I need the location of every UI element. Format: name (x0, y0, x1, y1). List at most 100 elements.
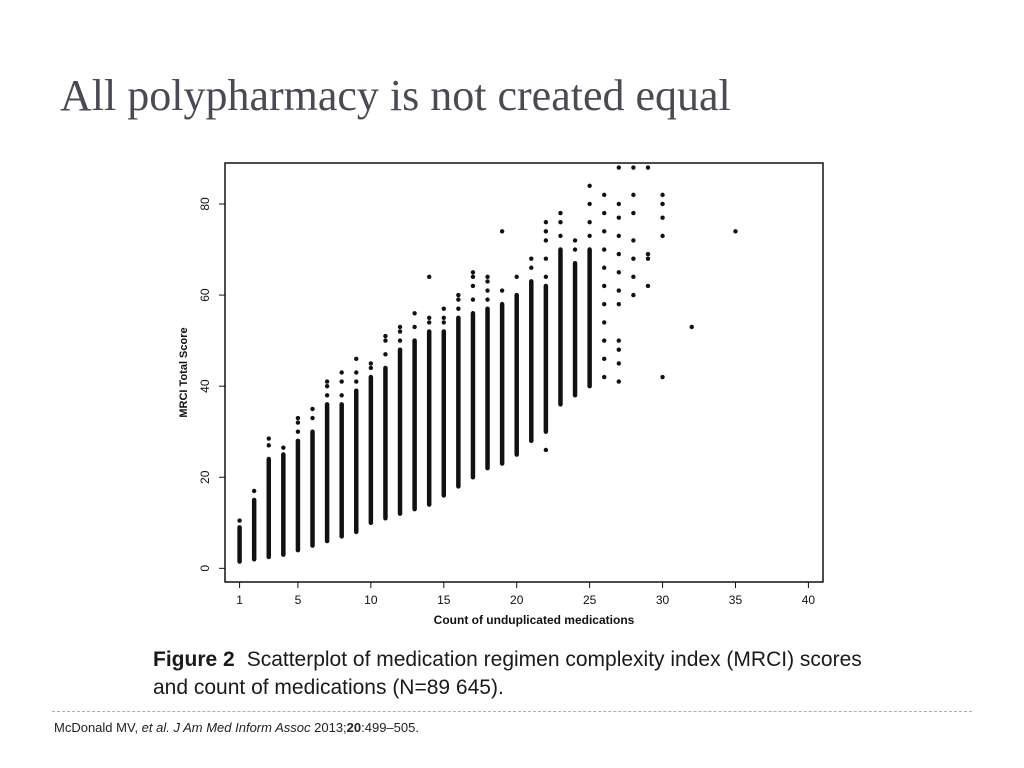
outlier-point-17-1 (470, 283, 476, 289)
data-point-3 (602, 320, 607, 325)
outlier-point-10-1 (368, 361, 374, 366)
x-tick-label-30: 30 (656, 593, 670, 607)
data-point-31 (645, 256, 651, 261)
data-point-4 (602, 301, 607, 307)
data-point-25 (631, 256, 636, 261)
outlier-point-11-2 (383, 333, 388, 339)
outlier-point-21-0 (529, 265, 534, 270)
outlier-point-7-2 (324, 379, 330, 384)
data-point-40 (733, 229, 738, 234)
data-point-28 (631, 192, 636, 198)
outlier-point-17-0 (470, 297, 476, 302)
data-point-30 (645, 283, 651, 289)
outlier-point-22-5 (543, 220, 549, 225)
outlier-point-22-4 (543, 229, 549, 234)
x-tick-label-40: 40 (802, 593, 816, 607)
data-point-14 (616, 338, 622, 343)
outlier-point-5-1 (295, 420, 301, 425)
outlier-point-6-0 (310, 415, 315, 421)
data-point-8 (602, 229, 607, 234)
data-point-20 (616, 215, 622, 220)
data-point-23 (631, 292, 636, 298)
data-point-24 (631, 274, 636, 280)
y-axis-label: MRCI Total Score (178, 327, 190, 417)
citation: McDonald MV, et al. J Am Med Inform Asso… (54, 720, 419, 735)
citation-journal: J Am Med Inform Assoc (173, 720, 311, 735)
data-point-0 (602, 374, 607, 380)
outlier-point-25-0 (587, 233, 592, 239)
outlier-point-7-0 (324, 393, 330, 398)
outlier-point-8-1 (339, 379, 344, 384)
outlier-point-12-1 (397, 329, 403, 334)
data-point-2 (602, 338, 607, 343)
outlier-point-22-1 (543, 274, 549, 280)
outlier-point-22-0 (543, 447, 549, 453)
outlier-point-4-0 (281, 445, 286, 450)
outlier-point-18-3 (485, 274, 490, 280)
outlier-point-15-2 (441, 306, 446, 311)
outlier-point-16-1 (456, 297, 461, 302)
outlier-point-25-3 (587, 183, 592, 188)
outlier-point-22-3 (543, 238, 549, 243)
outlier-point-6-1 (310, 406, 315, 412)
outlier-point-24-1 (572, 238, 578, 243)
citation-volume: 20 (346, 720, 362, 735)
data-point-6 (602, 265, 607, 270)
data-point-35 (660, 233, 665, 239)
y-tick-label-40: 40 (198, 379, 212, 393)
figure-caption: Figure 2 Scatterplot of medication regime… (153, 646, 873, 702)
outlier-point-10-0 (368, 365, 374, 371)
outlier-point-15-1 (441, 315, 446, 321)
data-point-19 (616, 233, 622, 239)
outlier-point-8-0 (339, 393, 344, 398)
outlier-point-21-1 (529, 256, 534, 261)
outlier-point-8-2 (339, 370, 344, 375)
y-tick-label-0: 0 (198, 565, 212, 572)
outlier-point-11-0 (383, 352, 388, 357)
outlier-point-12-2 (397, 324, 403, 330)
x-tick-label-20: 20 (510, 593, 524, 607)
outlier-point-23-2 (558, 210, 563, 216)
outlier-point-17-2 (470, 274, 476, 280)
outlier-point-16-0 (456, 306, 461, 311)
outlier-point-18-1 (485, 288, 490, 293)
y-axis-ticks: 0 20 40 60 80 (198, 197, 225, 572)
data-point-37 (660, 201, 665, 207)
y-tick-label-20: 20 (198, 470, 212, 484)
outlier-point-18-2 (485, 279, 490, 284)
data-point-21 (616, 201, 622, 207)
slide-title: All polypharmacy is not created equal (60, 71, 731, 120)
outlier-point-11-1 (383, 338, 388, 343)
data-point-13 (616, 347, 622, 352)
citation-etal: et al. (141, 720, 170, 735)
x-tick-label-35: 35 (729, 593, 743, 607)
outlier-point-3-0 (266, 443, 271, 448)
y-tick-label-60: 60 (198, 288, 212, 302)
outlier-point-16-2 (456, 292, 461, 298)
data-point-29 (631, 165, 636, 170)
data-point-34 (660, 374, 665, 380)
outlier-point-7-1 (324, 383, 330, 389)
x-tick-label-15: 15 (437, 593, 451, 607)
data-point-38 (660, 192, 665, 198)
figure-caption-text: Scatterplot of medication regimen comple… (153, 648, 862, 699)
outlier-point-13-0 (412, 324, 417, 330)
citation-year: 2013; (314, 720, 347, 735)
outlier-point-5-2 (295, 415, 301, 421)
data-point-10 (602, 192, 607, 198)
scatter-points (237, 165, 738, 523)
citation-pages: :499–505. (361, 720, 419, 735)
data-point-7 (602, 247, 607, 252)
outlier-point-17-3 (470, 270, 476, 275)
y-tick-label-80: 80 (198, 197, 212, 211)
x-axis-label: Count of unduplicated medications (434, 613, 635, 627)
plot-frame (224, 162, 824, 583)
column-bands (237, 247, 592, 564)
data-point-27 (631, 210, 636, 216)
outlier-point-1-0 (237, 518, 242, 523)
data-point-33 (645, 165, 651, 170)
outlier-point-14-2 (426, 274, 432, 280)
data-point-11 (616, 379, 622, 384)
outlier-point-22-2 (543, 256, 549, 261)
